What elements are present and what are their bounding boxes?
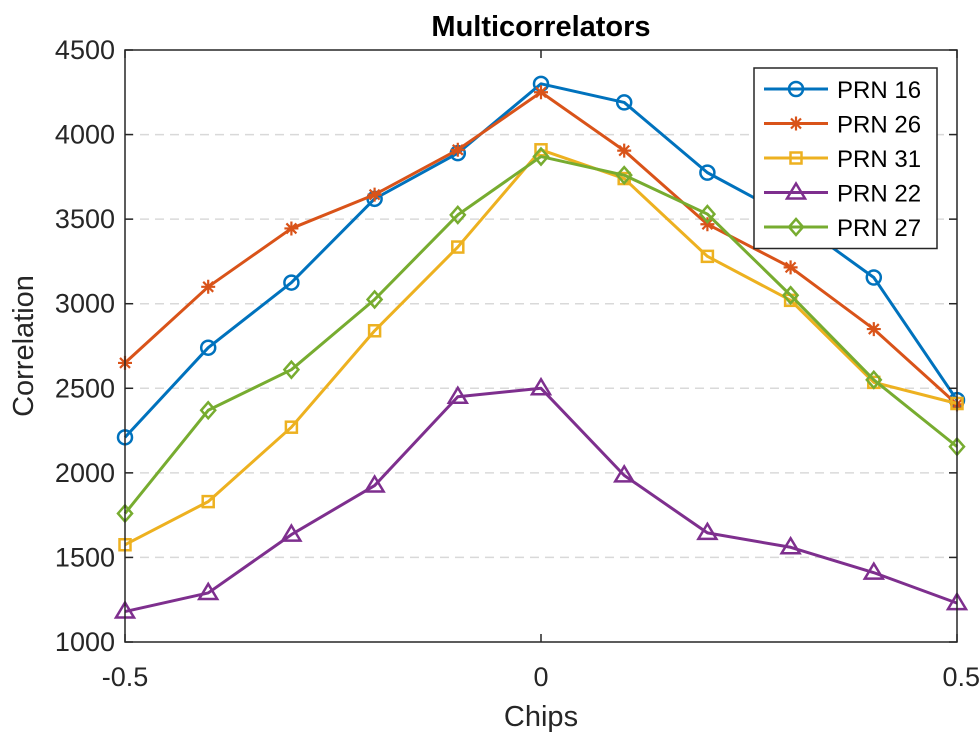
data-point (862, 561, 886, 580)
data-point (698, 204, 717, 224)
y-tick-label: 3000 (55, 289, 115, 319)
legend-entry: PRN 16 (764, 77, 921, 104)
data-point (363, 474, 386, 493)
series-4 (113, 376, 969, 619)
legend-label: PRN 22 (837, 181, 921, 208)
asterisk-mark-strokes (284, 221, 299, 236)
axis-ticks: 1000 1500 2000 2500 3000 3500 4000 4500 -0.5 0 0.5 (55, 35, 980, 692)
y-tick-label: 4000 (55, 120, 115, 150)
data-point (199, 339, 217, 356)
legend-marker (784, 181, 808, 200)
y-tick-label: 1000 (55, 627, 115, 657)
data-point (367, 324, 382, 338)
data-point (196, 581, 220, 601)
asterisk-mark-strokes (201, 279, 216, 294)
asterisk-mark-strokes (700, 217, 715, 232)
x-tick-label: 0 (533, 662, 548, 692)
data-point (615, 94, 633, 111)
data-point (529, 376, 553, 396)
data-point (866, 322, 881, 337)
data-point (700, 217, 715, 232)
data-point (450, 142, 465, 157)
data-point (283, 274, 300, 291)
y-tick-label: 2500 (55, 373, 115, 403)
legend-entry: PRN 27 (764, 215, 921, 242)
series-line (124, 386, 958, 614)
legend-label: PRN 26 (837, 112, 921, 139)
legend-entry: PRN 22 (764, 181, 921, 208)
data-point (696, 521, 719, 541)
data-point (534, 85, 548, 100)
asterisk-mark-strokes (450, 142, 465, 157)
y-tick-label: 2000 (55, 458, 115, 488)
data-point (201, 279, 216, 294)
asterisk-mark-strokes (866, 322, 881, 337)
data-point (865, 269, 883, 286)
data-point (781, 285, 800, 306)
data-point (284, 420, 299, 434)
asterisk-mark-strokes (367, 187, 382, 202)
data-point (865, 369, 883, 390)
y-tick-label: 4500 (55, 35, 115, 65)
data-point (284, 221, 299, 236)
legend-marker (789, 116, 803, 131)
data-point (617, 143, 632, 158)
legend-label: PRN 31 (837, 146, 921, 173)
data-point (449, 205, 467, 225)
data-point (779, 535, 802, 555)
legend-entry: PRN 26 (764, 112, 921, 139)
y-tick-label: 3500 (55, 204, 115, 234)
y-tick-label: 1500 (55, 542, 115, 572)
data-point (201, 494, 215, 509)
legend-marker (787, 217, 805, 237)
asterisk-mark-strokes (617, 143, 632, 158)
asterisk-mark-strokes (534, 85, 548, 100)
legend: PRN 16 PRN 26 PRN 31 PRN 22 PRN 27 (753, 67, 938, 250)
data-point (700, 249, 715, 264)
asterisk-mark-strokes (783, 260, 798, 275)
legend-marker (789, 151, 803, 165)
series-lines (113, 75, 969, 619)
y-axis-label: Correlation (8, 275, 40, 417)
legend-marker (787, 80, 805, 98)
data-point (280, 523, 303, 542)
data-point (282, 359, 301, 380)
data-point (367, 187, 382, 202)
data-point (451, 240, 465, 254)
data-point (615, 165, 633, 186)
x-tick-label: -0.5 (102, 662, 149, 692)
data-point (532, 146, 550, 167)
series-5 (116, 146, 966, 524)
data-point (446, 385, 470, 404)
data-point (699, 164, 716, 181)
asterisk-mark-strokes (789, 116, 803, 131)
data-point (365, 289, 384, 310)
x-tick-label: 0.5 (942, 662, 980, 692)
data-point (199, 400, 217, 421)
data-point (612, 463, 636, 483)
chart-title: Multicorrelators (431, 11, 650, 43)
legend-label: PRN 27 (837, 215, 921, 242)
data-point (783, 260, 798, 275)
series-line (123, 155, 958, 515)
legend-label: PRN 16 (837, 77, 921, 104)
x-axis-label: Chips (504, 701, 578, 733)
legend-entry: PRN 31 (764, 146, 921, 173)
